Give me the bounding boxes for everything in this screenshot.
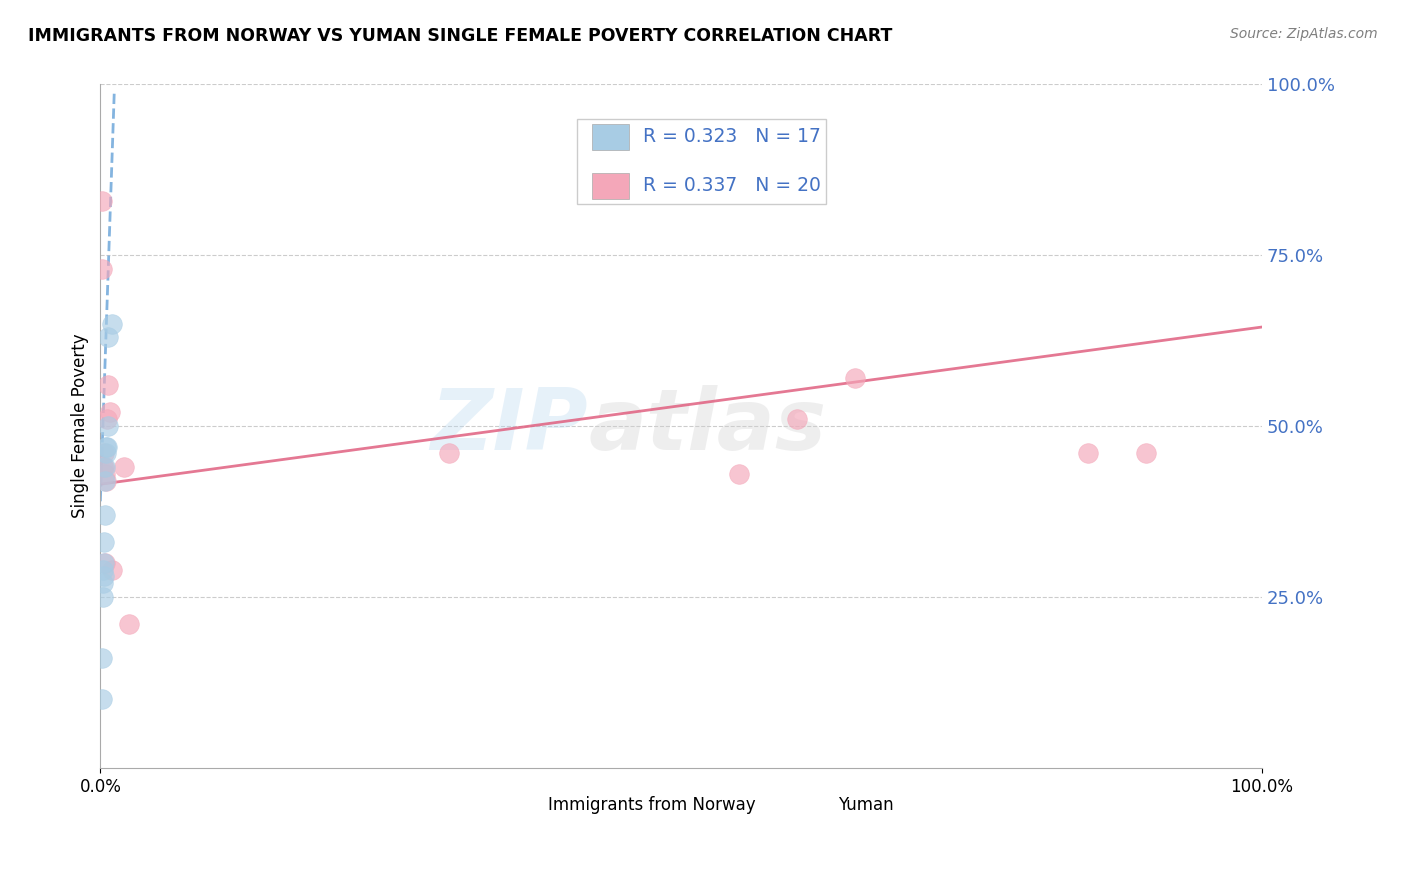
Point bbox=[118, 617, 141, 632]
Point bbox=[97, 378, 120, 392]
FancyBboxPatch shape bbox=[592, 124, 628, 150]
Point bbox=[96, 446, 118, 460]
Text: R = 0.323   N = 17: R = 0.323 N = 17 bbox=[643, 128, 821, 146]
Point bbox=[1077, 446, 1099, 460]
Point bbox=[94, 474, 117, 488]
Text: Yuman: Yuman bbox=[838, 797, 894, 814]
Point bbox=[94, 460, 117, 475]
Point bbox=[93, 569, 115, 583]
Point bbox=[90, 194, 112, 208]
Point bbox=[786, 412, 808, 426]
Point bbox=[96, 474, 118, 488]
Point bbox=[97, 419, 120, 434]
Point bbox=[98, 405, 121, 419]
Text: IMMIGRANTS FROM NORWAY VS YUMAN SINGLE FEMALE POVERTY CORRELATION CHART: IMMIGRANTS FROM NORWAY VS YUMAN SINGLE F… bbox=[28, 27, 893, 45]
Text: ZIP: ZIP bbox=[430, 384, 588, 467]
Point bbox=[90, 262, 112, 277]
Point bbox=[728, 467, 751, 481]
Point bbox=[1135, 446, 1157, 460]
Text: Immigrants from Norway: Immigrants from Norway bbox=[547, 797, 755, 814]
Point bbox=[94, 556, 117, 570]
Point bbox=[97, 330, 120, 344]
Point bbox=[101, 563, 124, 577]
Text: atlas: atlas bbox=[588, 384, 827, 467]
Point bbox=[91, 576, 114, 591]
Point bbox=[96, 440, 118, 454]
Point bbox=[96, 412, 118, 426]
Point bbox=[91, 460, 114, 475]
Point bbox=[90, 692, 112, 706]
Point bbox=[93, 556, 115, 570]
Point bbox=[91, 590, 114, 604]
Point bbox=[101, 317, 124, 331]
Point bbox=[94, 467, 117, 481]
Point bbox=[93, 446, 115, 460]
Point bbox=[91, 563, 114, 577]
Point bbox=[112, 460, 135, 475]
Point bbox=[844, 371, 866, 385]
Point bbox=[94, 508, 117, 522]
Text: R = 0.337   N = 20: R = 0.337 N = 20 bbox=[643, 177, 821, 195]
Point bbox=[93, 535, 115, 549]
Text: Source: ZipAtlas.com: Source: ZipAtlas.com bbox=[1230, 27, 1378, 41]
FancyBboxPatch shape bbox=[797, 794, 830, 818]
Point bbox=[96, 440, 118, 454]
FancyBboxPatch shape bbox=[592, 173, 628, 199]
FancyBboxPatch shape bbox=[576, 119, 827, 204]
Point bbox=[93, 460, 115, 475]
Point bbox=[90, 651, 112, 665]
Point bbox=[437, 446, 460, 460]
FancyBboxPatch shape bbox=[508, 794, 540, 818]
Y-axis label: Single Female Poverty: Single Female Poverty bbox=[72, 334, 89, 518]
